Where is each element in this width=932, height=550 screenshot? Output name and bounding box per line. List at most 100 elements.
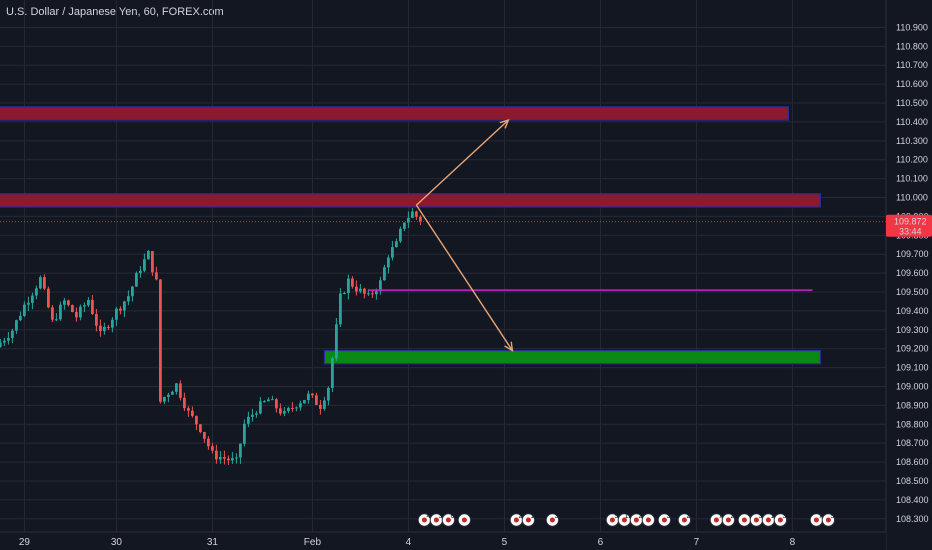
event-count: 5 [614,513,618,520]
candle-body [67,300,70,306]
event-count: 3 [782,513,786,520]
candle-body [363,288,366,294]
event-dot [445,517,451,523]
event-count: 2 [686,513,690,520]
candle-body [335,324,338,359]
event-count: 3 [758,513,762,520]
candle-body [255,413,258,415]
candle-body [323,400,326,409]
candle-body [371,293,374,295]
y-tick-label: 108.300 [896,514,929,524]
event-marker: 4 [417,513,432,527]
event-count: 2 [518,513,522,520]
event-count: 5 [830,513,834,520]
y-tick-label: 108.600 [896,457,929,467]
candle-body [35,288,38,296]
candle-body [395,241,398,248]
candle-body [107,326,110,328]
projections [415,118,514,352]
event-count: 3 [554,513,558,520]
candle-body [195,415,198,425]
candle-body [399,228,402,242]
y-tick-label: 108.500 [896,476,929,486]
candle-body [327,387,330,401]
event-marker: 1 [521,513,536,527]
event-marker: 5 [605,513,620,527]
event-dot [825,517,831,523]
event-dot [813,517,819,523]
candle-body [31,295,34,303]
event-marker: 3 [773,513,788,527]
candle-body [11,330,14,339]
candle-body [243,423,246,444]
candle-body [71,305,74,313]
candle-body [103,326,106,332]
y-tick-label: 108.400 [896,495,929,505]
candle-body [119,308,122,311]
candle-body [343,293,346,295]
candle-body [99,325,102,332]
candle-body [387,257,390,268]
candle-body [187,408,190,411]
x-tick-label: 7 [694,537,700,548]
time-axis-bg [0,532,886,550]
x-tick-label: 30 [111,537,123,548]
event-count: 7 [818,513,822,520]
candle-body [391,247,394,258]
candle-body [271,399,274,401]
y-tick-label: 109.700 [896,249,929,259]
event-marker [641,513,656,527]
y-tick-label: 110.500 [896,98,928,108]
candle-body [311,393,314,396]
candle-body [159,279,162,402]
candle-body [139,270,142,274]
event-dot [681,517,687,523]
candle-body [47,288,50,308]
chart-title: U.S. Dollar / Japanese Yen, 60, FOREX.co… [6,6,224,18]
candle-body [63,300,66,305]
y-tick-label: 110.200 [896,155,928,165]
candle-body [0,342,2,347]
price-axis-bg [886,0,932,550]
candle-body [351,278,354,287]
candle-body [3,340,6,343]
countdown-label: 33:44 [899,227,922,237]
event-dot [461,517,467,523]
candle-body [291,407,294,409]
y-tick-label: 108.900 [896,400,929,410]
x-tick-label: 8 [790,537,796,548]
candle-body [355,286,358,292]
candle-body [247,416,250,424]
candle-body [367,293,370,295]
y-tick-label: 108.800 [896,419,929,429]
zone-support [323,349,821,365]
x-tick-label: 31 [207,537,219,548]
candle-body [263,401,266,403]
candle-body [287,407,290,411]
candle-body [15,320,18,331]
event-count: 3 [666,513,670,520]
event-marker: 5 [821,513,836,527]
event-dot [765,517,771,523]
event-marker: 6 [441,513,456,527]
candle-body [51,307,54,320]
candle-body [39,277,42,289]
event-dot [621,517,627,523]
event-dot [549,517,555,523]
candle-body [95,314,98,326]
candle-body [203,432,206,439]
y-tick-label: 109.600 [896,268,929,278]
event-marker: 7 [709,513,724,527]
candle-body [307,393,310,401]
candle-body [211,446,214,451]
candle-body [91,300,94,315]
candle-body [59,304,62,320]
event-marker [457,513,472,527]
x-tick-label: 29 [19,537,31,548]
candle-body [131,286,134,297]
candle-body [275,399,278,409]
candle-body [383,267,386,281]
event-marker: 3 [657,513,672,527]
zones [0,106,822,365]
